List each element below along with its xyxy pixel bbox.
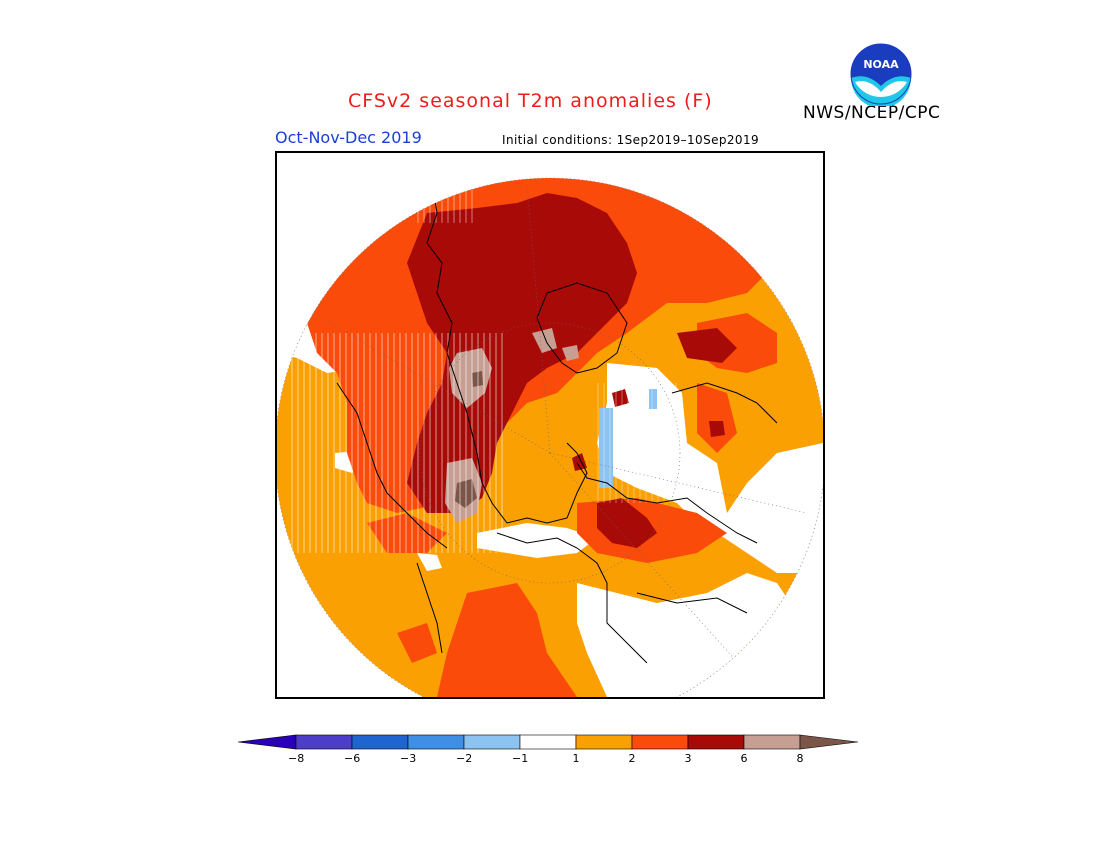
colorbar-tick-label: −8 [288,752,305,765]
colorbar-bin [407,734,465,750]
region-plus2-3-south [437,583,577,697]
initial-conditions-label: Initial conditions: 1Sep2019–10Sep2019 [502,133,760,147]
colorbar-tick-label: −3 [400,752,417,765]
colorbar-bin [295,734,353,750]
colorbar-bin [463,734,521,750]
season-label: Oct-Nov-Dec 2019 [275,128,422,147]
colorbar-bin [519,734,577,750]
colorbar-tick-label: −6 [344,752,361,765]
polar-stereographic-map [277,153,823,697]
colorbar-bin [687,734,745,750]
graticule [296,182,808,674]
noaa-logo: NOAA [850,43,912,106]
anomaly-field [277,178,823,697]
colorbar-arrow-low [238,734,297,750]
colorbar-tick-label: 2 [628,752,636,765]
colorbar-bin [631,734,689,750]
colorbar-bin [575,734,633,750]
map-title: CFSv2 seasonal T2m anomalies (F) [348,90,713,112]
colorbar-tick-label: 1 [572,752,580,765]
colorbar-bin [743,734,801,750]
org-label: NWS/NCEP/CPC [803,103,941,123]
colorbar-tick-label: −2 [456,752,473,765]
colorbar-tick-label: 3 [684,752,692,765]
colorbar-tick-label: 8 [796,752,804,765]
map-panel [275,151,825,699]
colorbar [238,734,859,750]
noaa-logo-text: NOAA [863,58,899,71]
coastlines [336,182,778,664]
colorbar-bin [351,734,409,750]
colorbar-arrow-high [799,734,859,750]
colorbar-tick-label: −1 [512,752,529,765]
colorbar-tick-label: 6 [740,752,748,765]
